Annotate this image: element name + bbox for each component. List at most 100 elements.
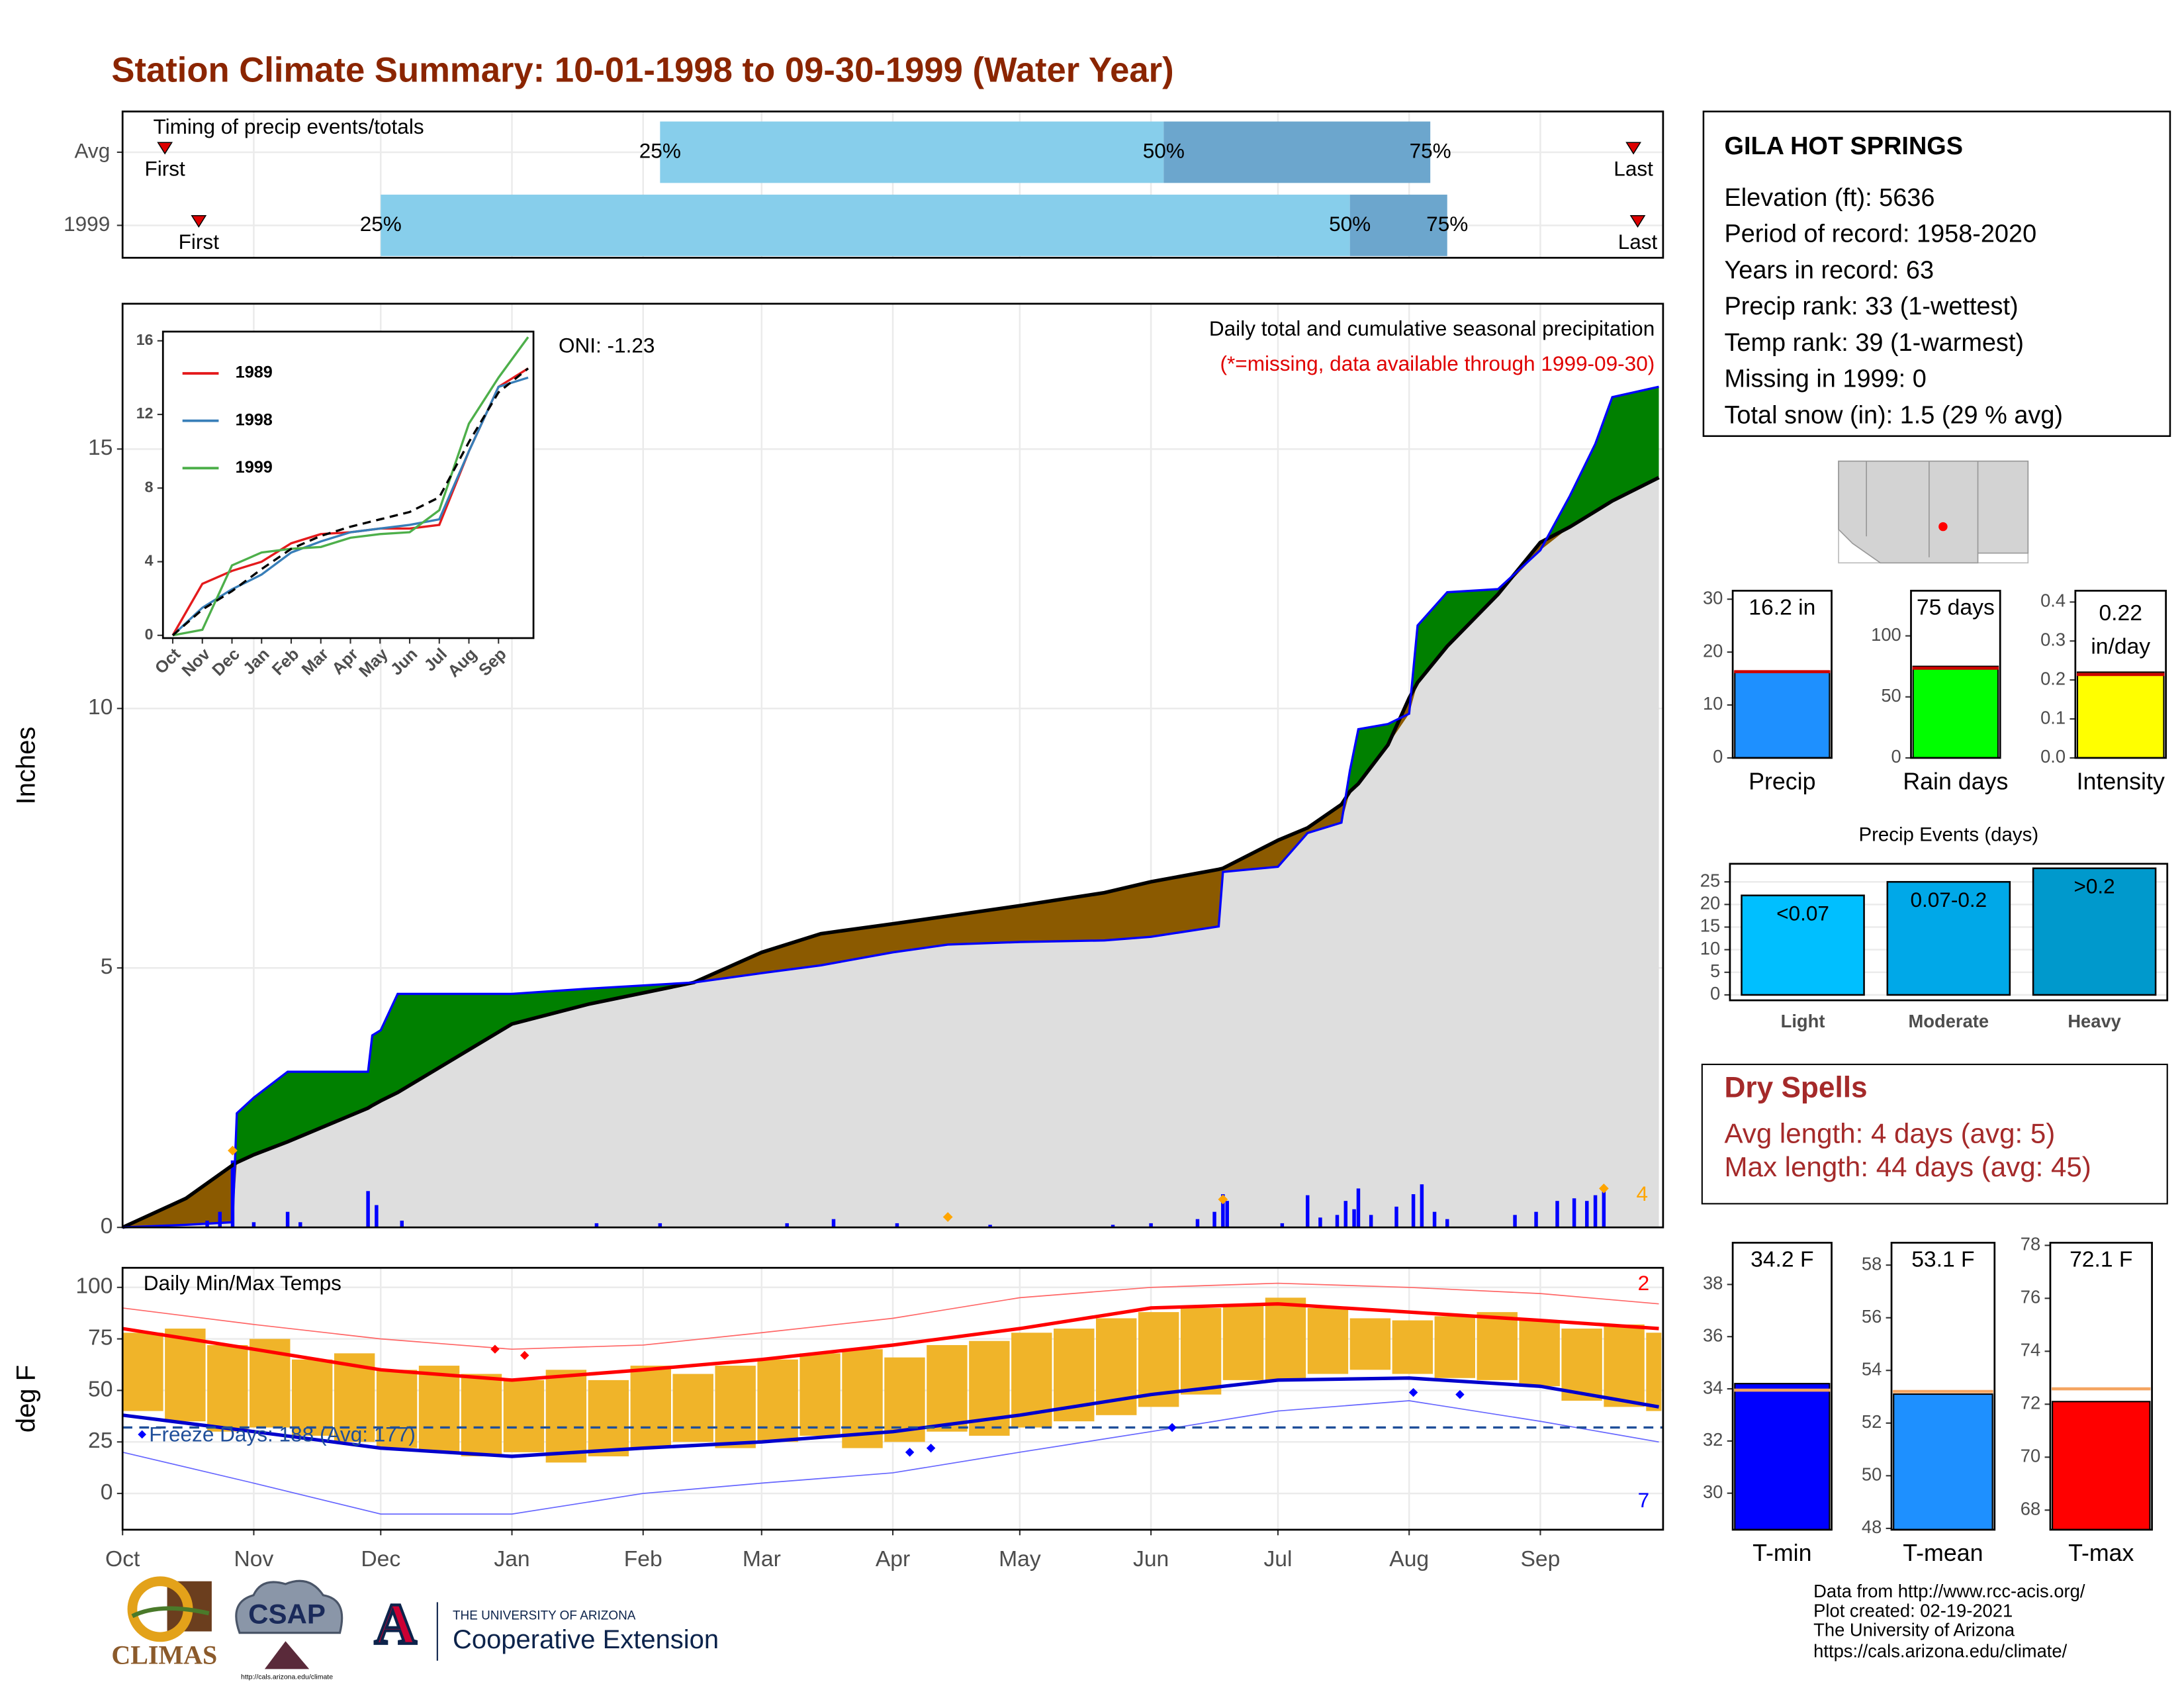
quantile-label: 75% xyxy=(1426,212,1468,236)
map-land xyxy=(1838,460,2029,564)
panel-border xyxy=(121,303,1664,1229)
map-borders xyxy=(1866,461,1979,557)
bar xyxy=(1912,665,1999,759)
category-label: Heavy xyxy=(2068,1011,2121,1031)
record-marker xyxy=(1455,1389,1465,1399)
daily-temp-bar xyxy=(1180,1307,1222,1395)
panel-title: Precip Events (days) xyxy=(1858,824,2038,846)
daily-temp-bar xyxy=(757,1359,798,1442)
legend-label: 1999 xyxy=(236,458,273,477)
daily-temp-bar xyxy=(376,1370,418,1448)
daily-precip-bar xyxy=(1513,1215,1517,1228)
x-tick-label: May xyxy=(999,1547,1041,1571)
panel-border xyxy=(161,330,535,639)
daily-temp-bar xyxy=(927,1344,968,1432)
daily-temp-bar xyxy=(1646,1333,1662,1411)
info-line: Elevation (ft): 5636 xyxy=(1724,184,1934,212)
daily-temp-bar xyxy=(715,1366,756,1448)
timing-marker xyxy=(157,142,173,155)
daily-precip-bar xyxy=(658,1223,662,1228)
category-label: T-max xyxy=(2068,1540,2134,1566)
daily-temp-bar xyxy=(630,1366,671,1448)
y-tick-label: 10 xyxy=(88,695,113,720)
y-axis-label: Inches xyxy=(12,727,41,805)
legend-label: 1989 xyxy=(236,363,273,382)
y-tick-label: 16 xyxy=(136,331,154,348)
daily-precip-bar xyxy=(366,1191,370,1228)
logo-shape xyxy=(264,1641,310,1669)
daily-precip-bar xyxy=(594,1223,599,1228)
x-tick-label: Mar xyxy=(743,1547,781,1571)
y-tick-label: 10 xyxy=(1700,938,1720,959)
x-tick-label: Dec xyxy=(361,1547,400,1571)
y-tick-label: 56 xyxy=(1862,1306,1882,1327)
daily-precip-bar xyxy=(1394,1206,1398,1228)
y-tick-label: 0.0 xyxy=(2040,746,2066,767)
value-label: 0.22 xyxy=(2099,601,2142,626)
x-tick-label: Jan xyxy=(494,1547,529,1571)
info-box xyxy=(1702,111,2171,438)
daily-precip-bar xyxy=(1352,1209,1356,1228)
y-tick-label: 25 xyxy=(88,1429,113,1453)
dry-spells-line: Max length: 44 days (avg: 45) xyxy=(1724,1151,2091,1182)
y-tick-label: 50 xyxy=(88,1377,113,1401)
daily-precip-bar xyxy=(895,1223,899,1228)
y-tick-label: 15 xyxy=(88,436,113,460)
info-line: Temp rank: 39 (1-warmest) xyxy=(1724,329,2024,357)
temp-line xyxy=(122,1376,1659,1458)
category-label: T-mean xyxy=(1903,1540,1983,1566)
x-tick-label: Jul xyxy=(1263,1547,1292,1571)
y-tick-label: 100 xyxy=(75,1274,113,1299)
y-tick-label: 20 xyxy=(1703,640,1723,661)
daily-temp-bar xyxy=(1561,1329,1602,1401)
logo-text: THE UNIVERSITY OF ARIZONA xyxy=(453,1609,636,1622)
logo-shape xyxy=(131,1606,210,1618)
daily-precip-bar xyxy=(831,1219,836,1228)
freeze-annotation: Freeze Days: 188 (Avg: 177) xyxy=(149,1422,416,1446)
value-label: 72.1 F xyxy=(2070,1248,2132,1272)
category-label: Intensity xyxy=(2077,768,2165,794)
ua-logo: A THE UNIVERSITY OF ARIZONA Cooperative … xyxy=(373,1591,719,1661)
temp-line xyxy=(122,1282,1659,1350)
daily-precip-bar xyxy=(1343,1201,1348,1228)
y-tick-label: 74 xyxy=(2021,1340,2040,1360)
y-tick-label: 76 xyxy=(2021,1287,2040,1307)
logo-text: CSAP xyxy=(248,1598,326,1629)
daily-precip-bar xyxy=(1111,1225,1115,1228)
bar xyxy=(1741,894,1865,996)
quartile-bar xyxy=(1349,195,1447,256)
daily-precip-bar xyxy=(785,1223,789,1228)
panel-border xyxy=(121,1266,1664,1531)
marker-label: First xyxy=(144,157,185,181)
daily-temp-bar xyxy=(545,1370,587,1463)
daily-precip-bar xyxy=(1420,1184,1424,1228)
quartile-bar xyxy=(381,195,1350,256)
y-tick-label: 25 xyxy=(1700,870,1720,890)
daily-precip-bar xyxy=(1602,1187,1606,1228)
daily-temp-bar xyxy=(1604,1324,1645,1407)
x-tick-label: Nov xyxy=(234,1547,274,1571)
series-line xyxy=(171,376,529,637)
dry-spells-line: Avg length: 4 days (avg: 5) xyxy=(1724,1117,2055,1149)
info-line: Period of record: 1958-2020 xyxy=(1724,220,2036,248)
x-tick-label: Oct xyxy=(105,1547,140,1571)
logo-url: http://cals.arizona.edu/climate xyxy=(241,1673,333,1681)
daily-precip-bar xyxy=(1212,1211,1216,1228)
info-line: Precip rank: 33 (1-wettest) xyxy=(1724,293,2018,320)
bar xyxy=(2076,671,2165,759)
panel-border xyxy=(1731,590,1833,759)
y-tick-label: 10 xyxy=(1703,693,1723,714)
y-tick-label: 0 xyxy=(1710,983,1720,1004)
marker-label: First xyxy=(179,230,220,254)
daily-precip-bar xyxy=(1593,1195,1598,1228)
y-tick-label: 0 xyxy=(1713,746,1723,767)
extreme-count: 4 xyxy=(1637,1182,1649,1205)
daily-precip-bar xyxy=(1335,1215,1340,1228)
area-base xyxy=(122,477,1659,1228)
y-tick-label: 0 xyxy=(101,1214,113,1239)
bar xyxy=(1893,1393,1993,1530)
y-axis-label: deg F xyxy=(12,1365,41,1432)
daily-precip-bar xyxy=(1572,1198,1576,1228)
